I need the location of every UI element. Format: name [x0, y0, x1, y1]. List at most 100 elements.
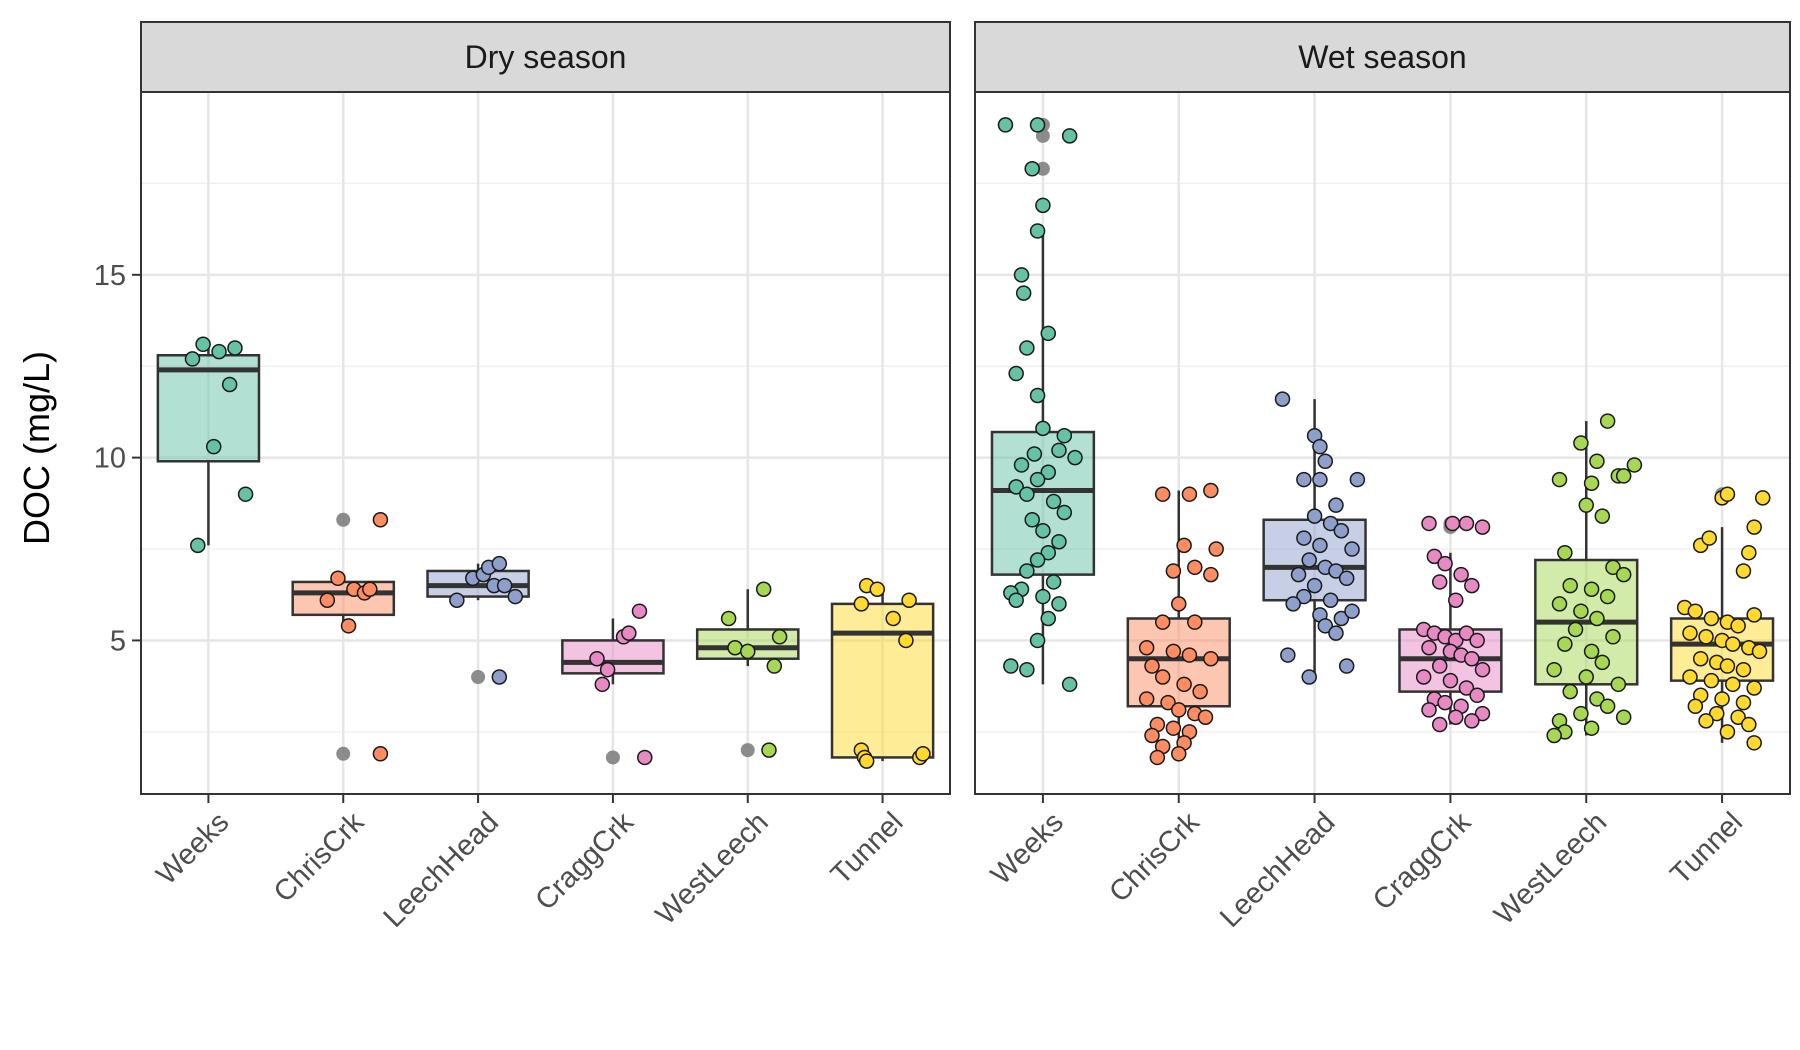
data-point — [1306, 508, 1323, 524]
data-point — [1040, 610, 1057, 627]
data-point — [1312, 471, 1328, 488]
data-point — [1051, 596, 1067, 612]
data-point — [1056, 504, 1073, 521]
data-point — [1562, 683, 1578, 700]
data-point — [1546, 727, 1562, 744]
outlier-point — [1035, 161, 1050, 176]
data-point — [853, 596, 870, 612]
data-point — [1333, 610, 1350, 627]
data-point — [1181, 647, 1198, 663]
data-point — [372, 746, 389, 762]
data-point — [1160, 694, 1176, 711]
x-tick-label: Tunnel — [1664, 806, 1749, 891]
data-point — [1035, 420, 1051, 437]
data-point — [1328, 497, 1344, 513]
x-tick-label: ChrisCrk — [268, 806, 371, 909]
box-leechhead-dry-season — [426, 555, 530, 685]
y-axis-title: DOC (mg/L) — [16, 351, 57, 545]
data-point — [195, 336, 211, 353]
data-point — [1029, 471, 1046, 488]
data-point — [1599, 698, 1616, 714]
data-point — [1061, 128, 1078, 144]
data-point — [1322, 592, 1339, 608]
data-point — [1061, 676, 1078, 693]
data-point — [599, 661, 616, 678]
x-tick-label: CraggCrk — [1367, 806, 1478, 917]
data-point — [1703, 610, 1720, 627]
box-weeks-dry-season — [156, 336, 261, 554]
box-weeks-wet-season — [990, 117, 1096, 693]
data-point — [1029, 632, 1046, 649]
data-point — [1338, 658, 1355, 674]
data-point — [1045, 574, 1062, 590]
data-point — [1045, 493, 1062, 510]
data-point — [1067, 449, 1083, 466]
data-point — [1144, 658, 1160, 674]
data-point — [1701, 530, 1717, 546]
data-point — [1154, 614, 1171, 630]
data-point — [1296, 530, 1312, 546]
data-point — [1437, 694, 1453, 711]
data-point — [1203, 650, 1219, 667]
data-point — [1280, 647, 1296, 663]
x-tick-label: Tunnel — [825, 806, 910, 891]
data-point — [1274, 391, 1291, 407]
data-point — [1165, 720, 1182, 736]
data-point — [1181, 486, 1198, 502]
data-point — [1474, 661, 1491, 678]
data-point — [221, 376, 238, 393]
data-point — [1208, 541, 1224, 557]
iqr-box — [291, 580, 396, 617]
data-point — [1589, 610, 1605, 627]
data-point — [915, 746, 931, 762]
data-point — [1165, 563, 1182, 579]
data-point — [1464, 713, 1480, 729]
data-point — [1573, 705, 1589, 722]
data-point — [858, 753, 875, 769]
data-point — [1735, 661, 1752, 678]
data-point — [1698, 629, 1714, 645]
data-point — [319, 592, 336, 608]
facet-strip-label: Dry season — [465, 39, 627, 75]
box-tunnel-wet-season — [1669, 486, 1775, 751]
data-point — [1464, 577, 1480, 594]
data-point — [1682, 669, 1698, 685]
data-point — [491, 555, 508, 572]
data-point — [1708, 705, 1725, 722]
data-point — [1589, 691, 1605, 707]
y-tick-label: 5 — [110, 625, 126, 657]
panel-border — [140, 91, 951, 795]
data-point — [1301, 552, 1317, 568]
data-point — [1615, 566, 1632, 583]
data-point — [771, 629, 788, 645]
data-point — [1448, 709, 1464, 725]
data-point — [1746, 680, 1762, 696]
data-point — [1442, 672, 1459, 689]
data-point — [1040, 464, 1057, 480]
data-point — [1610, 676, 1627, 693]
data-point — [1019, 563, 1035, 579]
data-point — [1192, 683, 1208, 700]
data-point — [1714, 691, 1730, 707]
y-tick-label: 10 — [94, 443, 126, 475]
data-point — [1453, 566, 1469, 583]
data-point — [1599, 588, 1616, 605]
data-point — [372, 512, 389, 528]
box-craggcrk-dry-season — [561, 603, 665, 766]
data-point — [1746, 607, 1762, 623]
data-point — [1344, 603, 1360, 619]
data-point — [184, 351, 201, 367]
data-point — [1725, 676, 1741, 693]
data-point — [901, 592, 917, 608]
data-point — [237, 486, 254, 502]
data-point — [869, 581, 886, 597]
box-craggcrk-wet-season — [1398, 515, 1503, 733]
box-leechhead-wet-season — [1262, 391, 1367, 685]
data-point — [1437, 555, 1453, 572]
x-tick-label: WestLeech — [1488, 806, 1613, 931]
data-point — [1296, 588, 1312, 605]
data-point — [720, 610, 737, 627]
data-point — [1583, 643, 1600, 660]
panel-background — [141, 92, 950, 794]
